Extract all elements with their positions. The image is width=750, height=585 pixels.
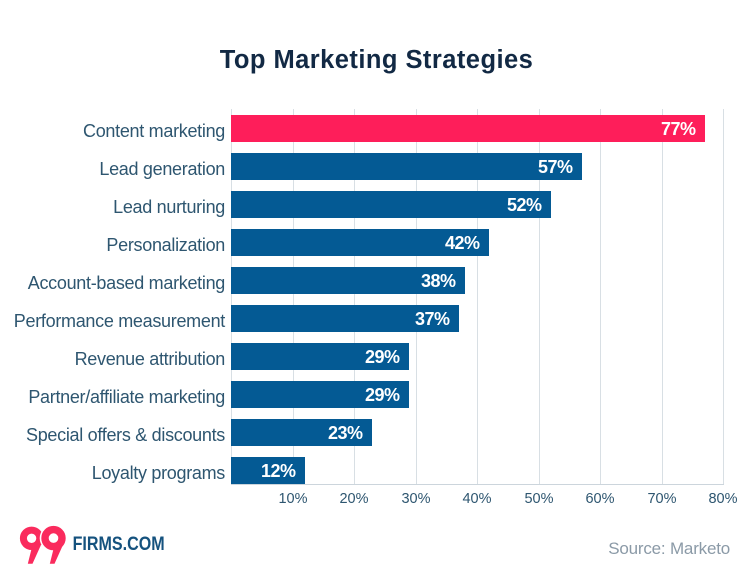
- svg-text:FIRMS.COM: FIRMS.COM: [73, 533, 165, 555]
